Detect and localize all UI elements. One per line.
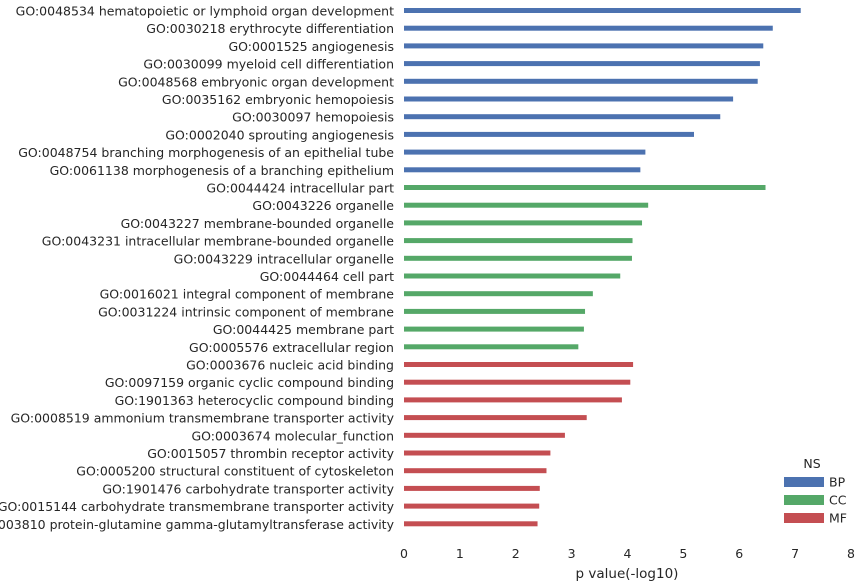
legend: NS BP CC MF [784, 456, 847, 526]
category-label: GO:0044464 cell part [260, 269, 394, 284]
bar-bp [404, 167, 641, 173]
category-label: GO:0030097 hemopoiesis [232, 110, 394, 125]
bar-cc [404, 326, 584, 332]
bar-bp [404, 96, 734, 102]
bar-cc [404, 202, 649, 208]
bar-bp [404, 131, 694, 137]
bar-mf [404, 432, 565, 438]
category-label: GO:0048534 hematopoietic or lymphoid org… [16, 4, 394, 19]
bar-bp [404, 61, 760, 67]
x-tick-label: 0 [400, 546, 408, 561]
category-label: GO:1901476 carbohydrate transporter acti… [102, 481, 394, 496]
category-label: GO:0005576 extracellular region [189, 340, 394, 355]
bar-mf [404, 485, 540, 491]
x-tick-label: 1 [456, 546, 464, 561]
x-tick-label: 6 [735, 546, 743, 561]
category-label: GO:0005200 structural constituent of cyt… [76, 464, 394, 479]
bar-bp [404, 25, 773, 31]
bar-mf [404, 521, 538, 527]
bar-mf [404, 379, 631, 385]
category-label: GO:1901363 heterocyclic compound binding [115, 393, 394, 408]
category-label: GO:0003810 protein-glutamine gamma-gluta… [0, 517, 395, 532]
bar-bp [404, 149, 646, 155]
category-label: GO:0048754 branching morphogenesis of an… [18, 145, 394, 160]
legend-label-mf: MF [829, 511, 847, 526]
bar-cc [404, 220, 643, 226]
bar-mf [404, 397, 622, 403]
x-axis-label: p value(-log10) [576, 566, 679, 582]
category-label: GO:0043227 membrane-bounded organelle [121, 216, 395, 231]
category-label: GO:0001525 angiogenesis [228, 39, 394, 54]
x-tick-label: 7 [791, 546, 799, 561]
category-label: GO:0061138 morphogenesis of a branching … [50, 163, 394, 178]
legend-label-cc: CC [829, 493, 847, 508]
category-label: GO:0044424 intracellular part [206, 181, 394, 196]
bar-mf [404, 468, 547, 474]
bar-cc [404, 291, 593, 297]
legend-label-bp: BP [829, 475, 846, 490]
x-tick-label: 8 [847, 546, 855, 561]
bar-cc [404, 185, 766, 190]
bar-mf [404, 450, 551, 456]
category-label: GO:0035162 embryonic hemopoiesis [162, 92, 394, 107]
bar-bp [404, 78, 758, 84]
category-label: GO:0030218 erythrocyte differentiation [146, 21, 394, 36]
category-label: GO:0030099 myeloid cell differentiation [143, 57, 394, 72]
bar-bp [404, 114, 721, 120]
x-tick-label: 3 [568, 546, 576, 561]
bar-cc [404, 308, 586, 314]
bar-mf [404, 415, 587, 421]
category-label: GO:0016021 integral component of membran… [100, 287, 395, 302]
category-label: GO:0031224 intrinsic component of membra… [98, 304, 394, 319]
category-label: GO:0097159 organic cyclic compound bindi… [105, 375, 394, 390]
category-label: GO:0043229 intracellular organelle [174, 251, 395, 266]
legend-swatch-mf [784, 513, 824, 523]
bar-bp [404, 43, 764, 49]
bar-bp [404, 8, 801, 13]
bar-cc [404, 238, 633, 244]
category-label: GO:0043231 intracellular membrane-bounde… [42, 234, 395, 249]
category-label: GO:0043226 organelle [252, 198, 394, 213]
category-label: GO:0008519 ammonium transmembrane transp… [11, 411, 395, 426]
legend-swatch-cc [784, 495, 824, 505]
legend-swatch-bp [784, 477, 824, 487]
category-labels: GO:0048534 hematopoietic or lymphoid org… [0, 4, 395, 532]
bar-cc [404, 255, 632, 261]
legend-title: NS [803, 456, 820, 471]
category-label: GO:0048568 embryonic organ development [118, 74, 394, 89]
category-label: GO:0003676 nucleic acid binding [186, 358, 394, 373]
bar-mf [404, 362, 634, 367]
category-label: GO:0002040 sprouting angiogenesis [165, 127, 394, 142]
category-label: GO:0015057 thrombin receptor activity [147, 446, 394, 461]
bar-cc [404, 344, 579, 350]
bars-layer [404, 8, 801, 527]
x-tick-label: 2 [512, 546, 520, 561]
x-tick-label: 4 [624, 546, 632, 561]
category-label: GO:0015144 carbohydrate transmembrane tr… [0, 499, 395, 514]
category-label: GO:0003674 molecular_function [191, 428, 394, 443]
category-label: GO:0044425 membrane part [213, 322, 394, 337]
bar-mf [404, 503, 540, 509]
bar-cc [404, 273, 621, 279]
x-axis: 0 1 2 3 4 5 6 7 8 [400, 546, 855, 561]
x-tick-label: 5 [679, 546, 687, 561]
